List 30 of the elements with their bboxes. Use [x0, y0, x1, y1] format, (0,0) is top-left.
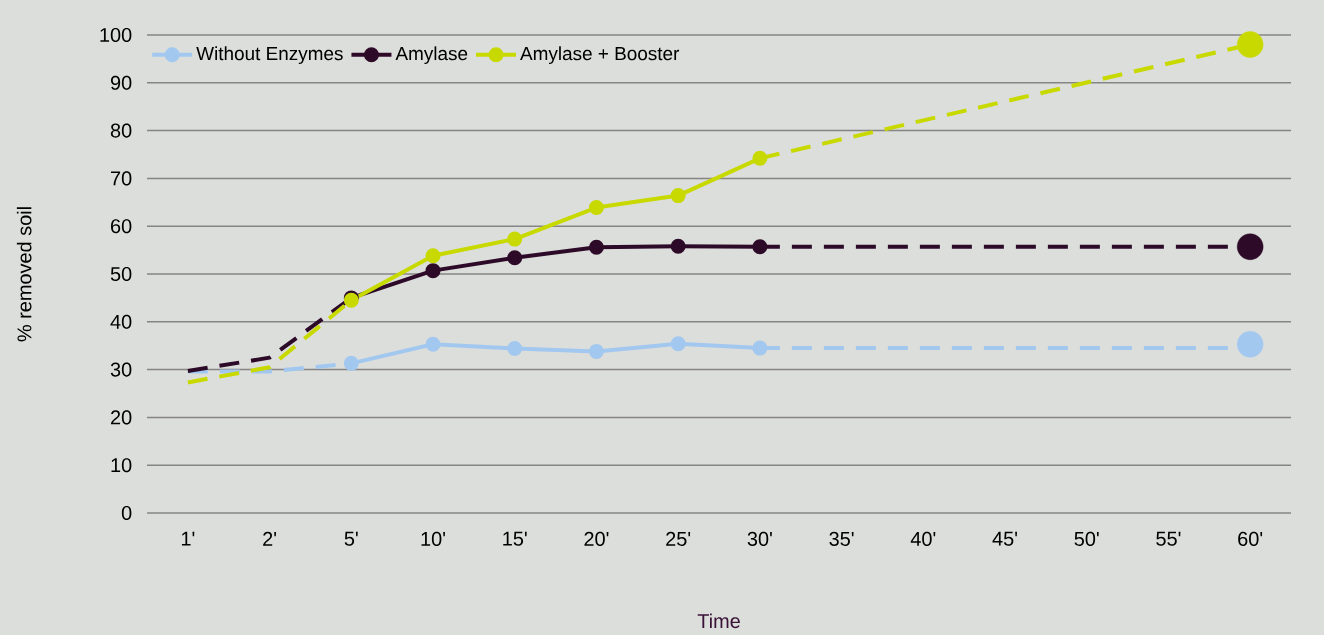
x-tick-label: 25'	[666, 531, 691, 546]
y-axis-title: % removed soil	[16, 207, 32, 342]
y-tick-label: 90	[110, 75, 132, 90]
x-tick-label: 55'	[1156, 531, 1181, 546]
x-tick-label: 2'	[263, 531, 277, 546]
x-tick-label: 50'	[1074, 531, 1099, 546]
legend-label: Amylase	[395, 46, 468, 64]
x-tick-label: 5'	[344, 531, 358, 546]
y-tick-label: 100	[100, 27, 132, 43]
x-tick-label: 20'	[584, 531, 609, 546]
y-tick-label: 60	[111, 219, 132, 234]
x-tick-label: 30'	[747, 531, 772, 546]
x-tick-label: 1'	[181, 531, 195, 546]
y-tick-label: 10	[111, 458, 132, 473]
x-tick-label: 10'	[421, 531, 445, 546]
x-tick-label: 35'	[829, 531, 854, 546]
y-tick-label: 20	[111, 410, 132, 425]
y-tick-label: 40	[110, 314, 132, 329]
y-tick-label: 30	[110, 362, 132, 377]
x-axis-title: Time	[697, 613, 740, 629]
x-tick-label: 40'	[910, 531, 936, 546]
y-tick-label: 80	[110, 123, 132, 138]
x-tick-label: 45'	[992, 531, 1017, 546]
y-tick-label: 0	[121, 505, 132, 521]
x-tick-label: 60'	[1238, 531, 1263, 546]
y-tick-label: 70	[111, 171, 132, 186]
y-tick-label: 50	[110, 266, 132, 282]
legend-label: Amylase + Booster	[520, 46, 680, 64]
legend-label: Without Enzymes	[196, 46, 343, 64]
x-tick-label: 15'	[503, 531, 527, 546]
